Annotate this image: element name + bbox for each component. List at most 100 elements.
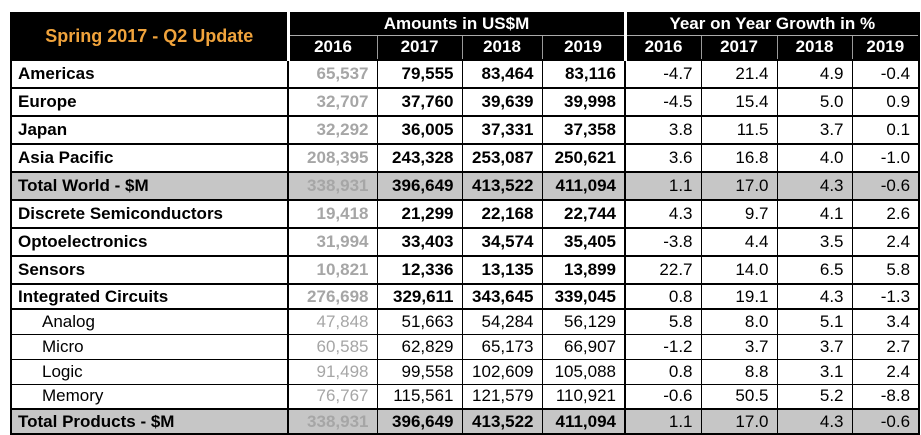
growth-cell: 3.6 [624, 143, 702, 173]
amount-cell: 91,498 [287, 358, 378, 385]
growth-cell: 2.7 [851, 333, 920, 360]
amount-cell: 83,464 [461, 59, 543, 89]
amount-cell: 413,522 [461, 408, 543, 435]
amount-cell: 13,135 [461, 255, 543, 285]
growth-cell: -4.5 [624, 87, 702, 117]
growth-cell: 4.1 [776, 199, 853, 229]
amount-cell: 19,418 [287, 199, 378, 229]
growth-cell: -0.6 [624, 383, 702, 410]
amount-cell: 102,609 [461, 358, 543, 385]
row-label: Americas [11, 59, 289, 89]
table-row: Optoelectronics 31,994 33,403 34,574 35,405-… [11, 227, 920, 257]
growth-cell: -3.8 [624, 227, 702, 257]
row-label: Europe [11, 87, 289, 117]
amount-cell: 396,649 [376, 408, 463, 435]
amount-cell: 250,621 [541, 143, 626, 173]
amount-cell: 33,403 [376, 227, 463, 257]
row-label: Micro [11, 333, 289, 360]
row-label: Analog [11, 308, 289, 335]
amount-cell: 243,328 [376, 143, 463, 173]
row-label: Logic [11, 358, 289, 385]
growth-cell: 0.9 [851, 87, 920, 117]
amount-cell: 60,585 [287, 333, 378, 360]
amount-cell: 76,767 [287, 383, 378, 410]
table-row: Sensors 10,821 12,336 13,135 13,899 22.7 14.0 6… [11, 255, 920, 285]
amount-cell: 411,094 [541, 408, 626, 435]
amount-cell: 338,931 [287, 171, 378, 201]
amount-cell: 343,645 [461, 283, 543, 310]
growth-cell: 15.4 [700, 87, 778, 117]
table-row: Analog 47,848 51,663 54,284 56,129 5.8 8.0 5.1 3… [11, 308, 920, 335]
amount-cell: 66,907 [541, 333, 626, 360]
amount-cell: 34,574 [461, 227, 543, 257]
section-header-row: Spring 2017 - Q2 Update Amounts in US$M … [11, 13, 920, 60]
amount-cell: 105,088 [541, 358, 626, 385]
table-row: Memory 76,767 115,561 121,579 110,921 -0.6 50.… [11, 383, 920, 410]
table-row: Americas 65,537 79,555 83,464 83,116 -4.7 21.4… [11, 59, 920, 89]
amount-cell: 36,005 [376, 115, 463, 145]
amount-cell: 276,698 [287, 283, 378, 310]
amount-cell: 22,168 [461, 199, 543, 229]
amount-cell: 121,579 [461, 383, 543, 410]
amount-cell: 339,045 [541, 283, 626, 310]
growth-cell: 5.8 [624, 308, 702, 335]
growth-cell: 8.8 [700, 358, 778, 385]
growth-cell: 4.3 [776, 283, 853, 310]
table-row: Micro 60,585 62,829 65,173 66,907 -1.2 3.7 3.7 2… [11, 333, 920, 360]
amount-cell: 110,921 [541, 383, 626, 410]
amount-cell: 65,537 [287, 59, 378, 89]
amount-cell: 31,994 [287, 227, 378, 257]
amount-cell: 208,395 [287, 143, 378, 173]
growth-cell: 22.7 [624, 255, 702, 285]
table-row: Total Products - $M 338,931 396,649 413,522… [11, 408, 920, 435]
growth-cell: 3.5 [776, 227, 853, 257]
amounts-year-header: 2016 [288, 35, 377, 61]
amount-cell: 411,094 [541, 171, 626, 201]
growth-cell: 16.8 [700, 143, 778, 173]
row-label: Asia Pacific [11, 143, 289, 173]
amount-cell: 62,829 [376, 333, 463, 360]
growth-cell: 3.4 [851, 308, 920, 335]
growth-cell: -0.4 [851, 59, 920, 89]
growth-cell: 3.7 [700, 333, 778, 360]
growth-cell: 3.7 [776, 115, 853, 145]
amount-cell: 12,336 [376, 255, 463, 285]
growth-cell: 3.7 [776, 333, 853, 360]
amount-cell: 47,848 [287, 308, 378, 335]
growth-cell: 17.0 [700, 408, 778, 435]
growth-year-header: 2017 [700, 35, 778, 61]
growth-cell: 4.9 [776, 59, 853, 89]
growth-cell: 8.0 [700, 308, 778, 335]
forecast-table-container: Spring 2017 - Q2 Update Amounts in US$M … [10, 12, 921, 435]
growth-cell: 4.3 [776, 408, 853, 435]
growth-cell: 5.8 [851, 255, 920, 285]
growth-cell: 0.8 [624, 283, 702, 310]
amount-cell: 51,663 [376, 308, 463, 335]
growth-cell: 1.1 [624, 408, 702, 435]
amounts-section-header: Amounts in US$M [288, 13, 626, 36]
amount-cell: 39,639 [461, 87, 543, 117]
growth-cell: -8.8 [851, 383, 920, 410]
amount-cell: 22,744 [541, 199, 626, 229]
growth-cell: 14.0 [700, 255, 778, 285]
growth-cell: 0.1 [851, 115, 920, 145]
row-label: Total Products - $M [11, 408, 289, 435]
table-row: Japan 32,292 36,005 37,331 37,358 3.8 11.5 3.7 0… [11, 115, 920, 145]
row-label: Memory [11, 383, 289, 410]
growth-cell: 5.2 [776, 383, 853, 410]
semiconductor-forecast-table: Spring 2017 - Q2 Update Amounts in US$M … [10, 12, 921, 435]
growth-cell: 4.3 [624, 199, 702, 229]
growth-cell: 21.4 [700, 59, 778, 89]
table-row: Europe 32,707 37,760 39,639 39,998 -4.5 15.4 5.… [11, 87, 920, 117]
growth-cell: 2.4 [851, 358, 920, 385]
table-row: Discrete Semiconductors 19,418 21,299 22,16… [11, 199, 920, 229]
growth-cell: 4.4 [700, 227, 778, 257]
growth-cell: 3.1 [776, 358, 853, 385]
growth-cell: 2.4 [851, 227, 920, 257]
amount-cell: 37,760 [376, 87, 463, 117]
table-row: Total World - $M 338,931 396,649 413,522 411… [11, 171, 920, 201]
amount-cell: 37,358 [541, 115, 626, 145]
amount-cell: 99,558 [376, 358, 463, 385]
growth-cell: 2.6 [851, 199, 920, 229]
